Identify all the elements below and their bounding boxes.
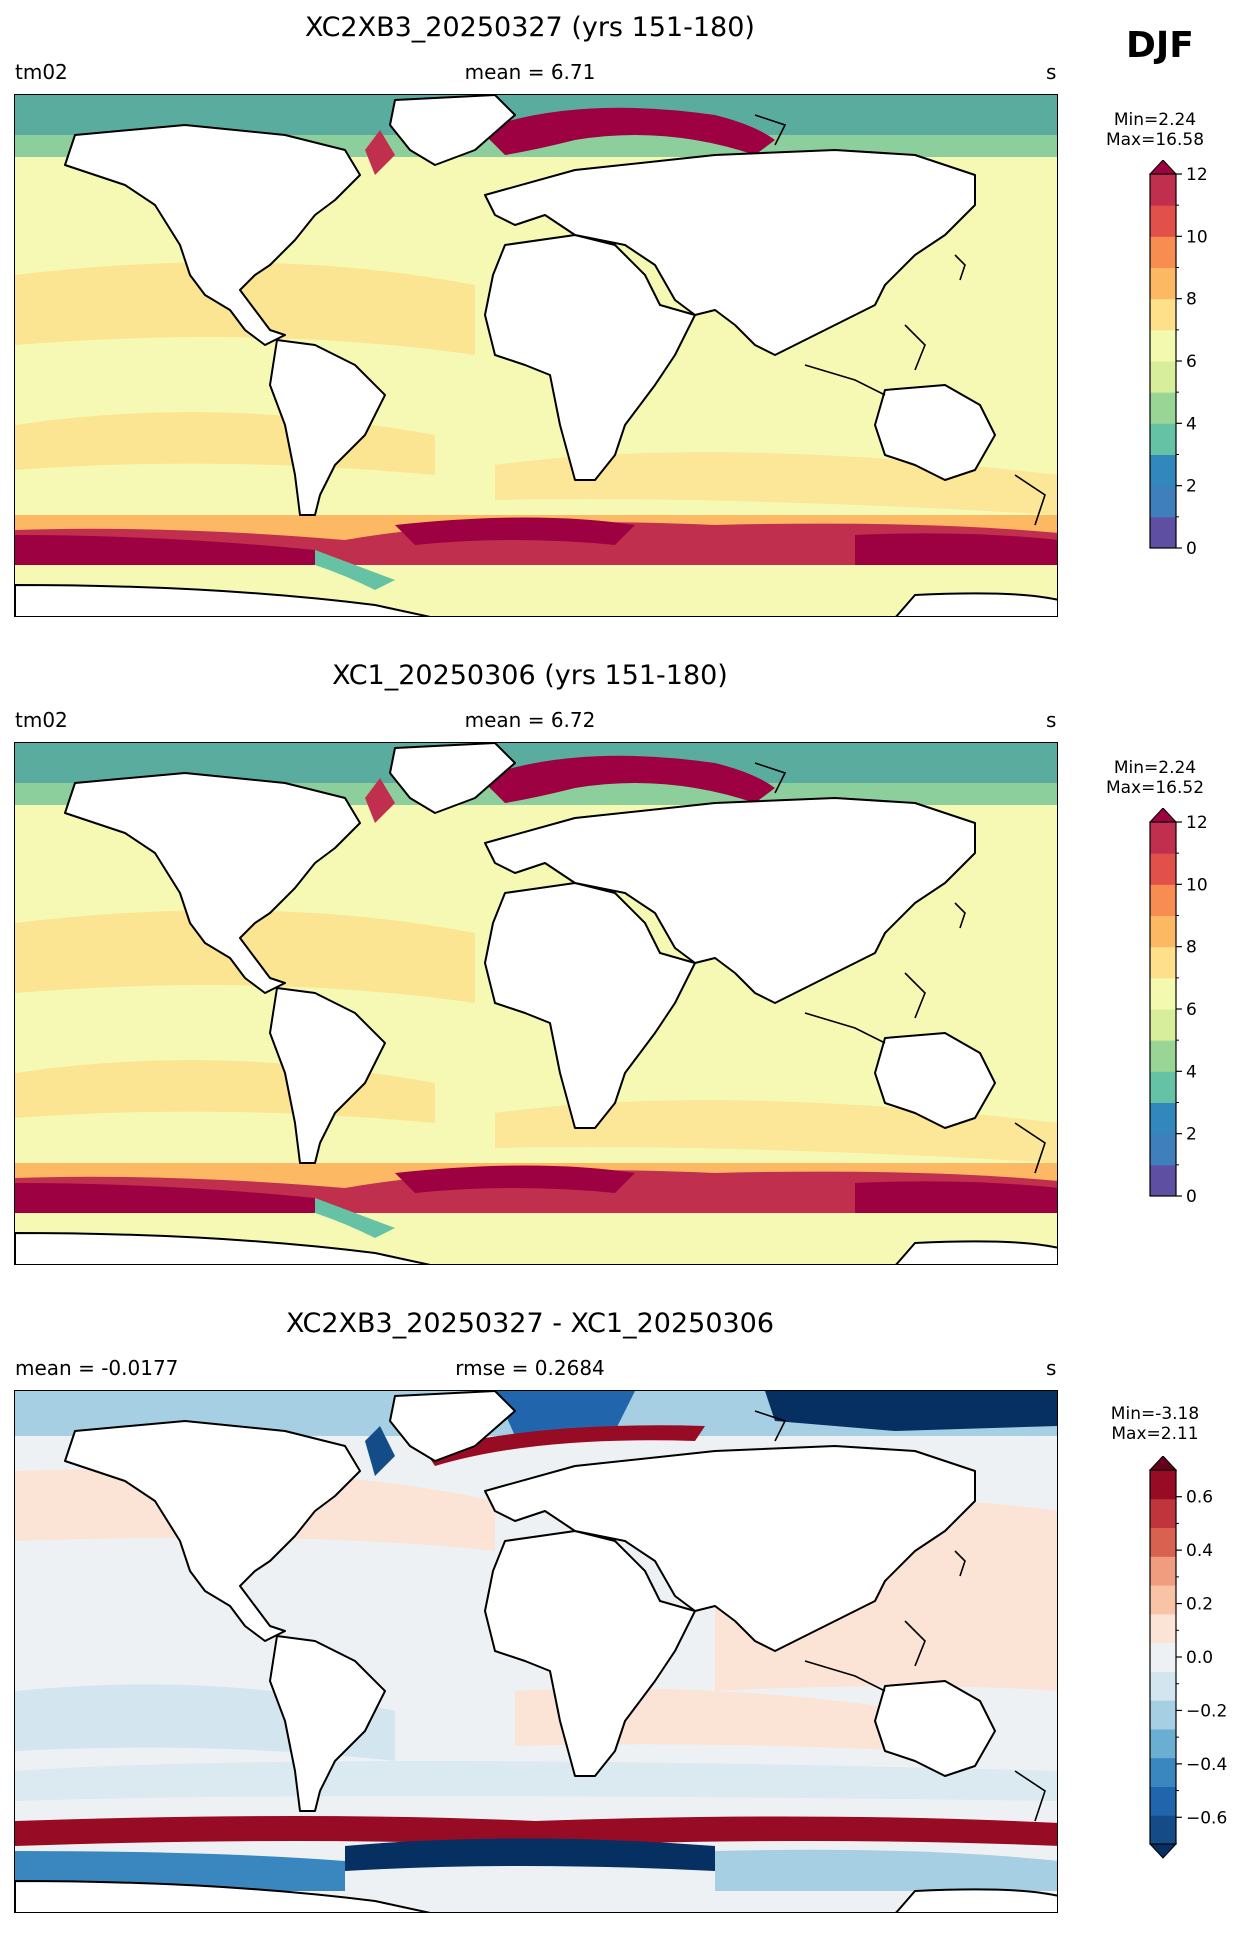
panel-2-mean-label: mean = 6.72 <box>464 708 596 732</box>
panel-3-rmse-label: rmse = 0.2684 <box>455 1356 605 1380</box>
colorbar-tick-label: 4 <box>1186 1062 1197 1082</box>
panel-2-map <box>14 742 1058 1265</box>
colorbar-band <box>1150 205 1176 237</box>
colorbar-tick-label: 8 <box>1186 290 1197 310</box>
colorbar-extend-max <box>1148 1456 1178 1471</box>
colorbar-tick-label: 0 <box>1186 539 1197 559</box>
colorbar-band <box>1150 298 1176 331</box>
colorbar-tick-label: 12 <box>1186 813 1208 833</box>
colorbar-tick-label: −0.6 <box>1186 1808 1227 1828</box>
panel-1-minmax: Min=2.24 Max=16.58 <box>1100 110 1210 151</box>
colorbar-extend-min <box>1148 1843 1178 1859</box>
colorbar-band <box>1150 884 1176 916</box>
panel-1-mean-label: mean = 6.71 <box>464 60 596 84</box>
colorbar-band <box>1150 1133 1176 1166</box>
colorbar-tick-label: 0.0 <box>1186 1648 1213 1668</box>
colorbar-extend-max <box>1148 160 1178 175</box>
panel-3-colorbar: −0.6 −0.4 −0.2 0.0 0.2 0.4 0.6 <box>1148 1456 1227 1859</box>
panel-2-minmax: Min=2.24 Max=16.52 <box>1100 758 1210 799</box>
panel-3-minmax: Min=-3.18 Max=2.11 <box>1100 1404 1210 1445</box>
colorbar-band <box>1150 915 1176 948</box>
colorbar-band <box>1150 423 1176 455</box>
colorbar-band <box>1150 1498 1176 1529</box>
colorbar-band <box>1150 1009 1176 1041</box>
colorbar-tick-label: 0.6 <box>1186 1488 1213 1508</box>
panel-1-colorbar: 0 2 4 6 8 10 12 <box>1148 160 1208 559</box>
colorbar-tick-label: 8 <box>1186 938 1197 958</box>
panel-2-colorbar: 0 2 4 6 8 10 12 <box>1148 808 1208 1207</box>
colorbar-tick-label: 0 <box>1186 1187 1197 1207</box>
colorbar-band <box>1150 1527 1176 1557</box>
panel-1-min: Min=2.24 <box>1113 110 1197 130</box>
panel-3-title: XC2XB3_20250327 - XC1_20250306 <box>285 1308 775 1339</box>
panel-3-min: Min=-3.18 <box>1110 1404 1200 1424</box>
colorbar-band <box>1150 1815 1176 1845</box>
colorbar-band <box>1150 267 1176 300</box>
colorbar-extend-max <box>1148 808 1178 823</box>
colorbar-band <box>1150 485 1176 518</box>
colorbar-tick-label: 0.4 <box>1186 1541 1213 1561</box>
colorbar-band <box>1150 1700 1176 1730</box>
colorbar-band <box>1150 1164 1176 1197</box>
colorbar-tick-label: 10 <box>1186 875 1208 895</box>
panel-3-units-label: s <box>1046 1356 1057 1380</box>
colorbar-band <box>1150 853 1176 885</box>
colorbar-band <box>1150 1642 1176 1672</box>
colorbar-tick-label: 12 <box>1186 165 1208 185</box>
panel-3-max: Max=2.11 <box>1111 1424 1199 1445</box>
colorbar-band <box>1150 1102 1176 1135</box>
panel-1-max: Max=16.58 <box>1105 130 1205 151</box>
colorbar-band <box>1150 977 1176 1010</box>
season-label: DJF <box>1126 25 1194 66</box>
colorbar-tick-label: 10 <box>1186 227 1208 247</box>
colorbar-band <box>1150 174 1176 206</box>
colorbar-band <box>1150 1786 1176 1816</box>
panel-2-min: Min=2.24 <box>1113 758 1197 778</box>
panel-1-title: XC2XB3_20250327 (yrs 151-180) <box>305 12 755 43</box>
colorbar-band <box>1150 516 1176 549</box>
colorbar-band <box>1150 1071 1176 1103</box>
colorbar-band <box>1150 1757 1176 1787</box>
colorbar-band <box>1150 361 1176 393</box>
colorbar-tick-label: 0.2 <box>1186 1595 1213 1615</box>
colorbar-tick-label: 2 <box>1186 477 1197 497</box>
colorbar-tick-label: 2 <box>1186 1125 1197 1145</box>
panel-1-units-label: s <box>1046 60 1057 84</box>
colorbar-band <box>1150 822 1176 854</box>
panel-1-variable-label: tm02 <box>15 60 68 84</box>
colorbar-band <box>1150 1671 1176 1701</box>
colorbar-band <box>1150 1585 1176 1615</box>
colorbar-band <box>1150 1556 1176 1586</box>
colorbar-band <box>1150 329 1176 362</box>
colorbar-band <box>1150 1040 1176 1072</box>
colorbar-band <box>1150 236 1176 268</box>
colorbar-band <box>1150 1613 1176 1644</box>
panel-2-variable-label: tm02 <box>15 708 68 732</box>
colorbar-tick-label: 6 <box>1186 1000 1197 1020</box>
panel-3-mean-label: mean = -0.0177 <box>15 1356 179 1380</box>
panel-3-map <box>14 1390 1058 1913</box>
colorbar-tick-label: −0.4 <box>1186 1755 1227 1775</box>
colorbar-band <box>1150 1728 1176 1759</box>
panel-2-title: XC1_20250306 (yrs 151-180) <box>332 660 728 691</box>
colorbar-band <box>1150 1470 1176 1500</box>
panel-1-map <box>14 94 1058 617</box>
colorbar-tick-label: −0.2 <box>1186 1701 1227 1721</box>
colorbar-tick-label: 4 <box>1186 414 1197 434</box>
colorbar-tick-label: 6 <box>1186 352 1197 372</box>
panel-2-max: Max=16.52 <box>1105 778 1205 799</box>
colorbar-band <box>1150 392 1176 424</box>
colorbar-band <box>1150 946 1176 979</box>
panel-2-units-label: s <box>1046 708 1057 732</box>
colorbar-band <box>1150 454 1176 487</box>
